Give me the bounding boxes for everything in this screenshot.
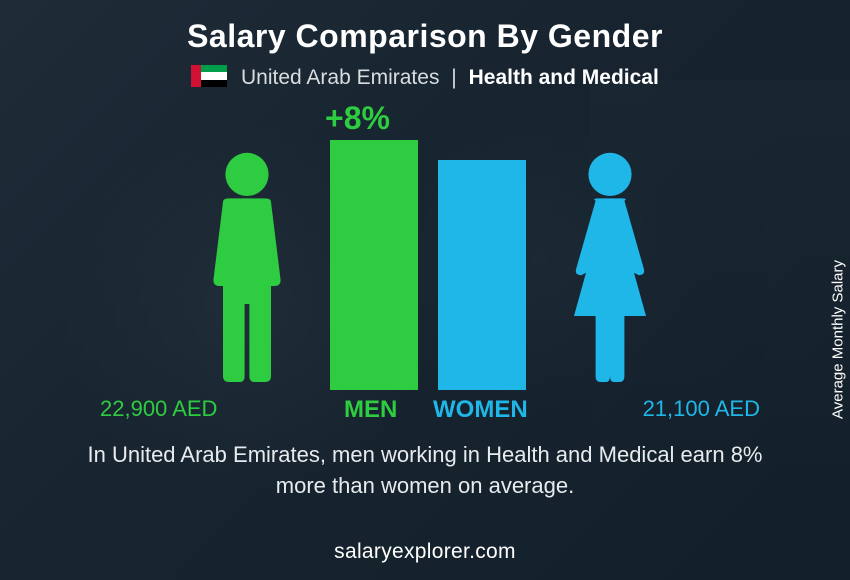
- comparison-chart: +8% 22,900 AED MEN WOMEN 21,100 AED: [0, 100, 850, 440]
- infographic-content: Salary Comparison By Gender United Arab …: [0, 0, 850, 580]
- man-icon: [182, 148, 312, 393]
- women-bar: [438, 160, 526, 390]
- women-salary: 21,100 AED: [643, 396, 760, 422]
- subtitle-row: United Arab Emirates | Health and Medica…: [0, 65, 850, 90]
- footer-source: salaryexplorer.com: [0, 540, 850, 564]
- category-name: Health and Medical: [469, 66, 659, 89]
- men-label: MEN: [344, 396, 397, 424]
- country-name: United Arab Emirates: [241, 66, 439, 89]
- page-title: Salary Comparison By Gender: [0, 0, 850, 55]
- uae-flag-icon: [191, 65, 227, 87]
- women-label: WOMEN: [433, 396, 528, 424]
- y-axis-label: Average Monthly Salary: [830, 260, 847, 419]
- separator: |: [451, 66, 456, 89]
- men-bar: [330, 140, 418, 390]
- caption-text: In United Arab Emirates, men working in …: [60, 440, 790, 502]
- men-salary: 22,900 AED: [100, 396, 217, 422]
- woman-icon: [545, 148, 675, 393]
- delta-label: +8%: [325, 100, 390, 137]
- y-axis-label-wrap: Average Monthly Salary: [810, 0, 850, 520]
